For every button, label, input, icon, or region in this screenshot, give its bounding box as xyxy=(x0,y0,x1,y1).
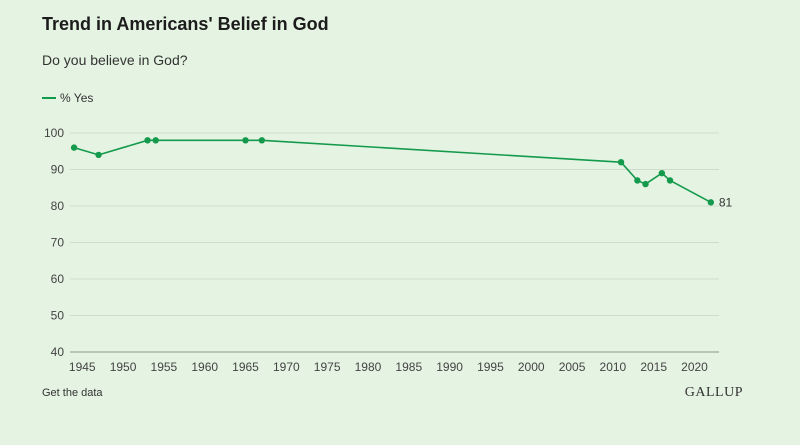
x-tick-label: 1945 xyxy=(69,360,96,374)
x-tick-label: 2020 xyxy=(681,360,708,374)
data-point xyxy=(634,177,641,184)
x-tick-label: 1995 xyxy=(477,360,504,374)
x-tick-label: 1970 xyxy=(273,360,300,374)
get-the-data-link[interactable]: Get the data xyxy=(42,387,103,399)
data-point xyxy=(642,180,649,188)
y-tick-label: 80 xyxy=(51,199,65,213)
x-tick-label: 2005 xyxy=(559,360,586,374)
legend-label: % Yes xyxy=(60,91,94,105)
data-point xyxy=(70,144,78,151)
y-tick-label: 40 xyxy=(51,345,65,359)
chart-subtitle: Do you believe in God? xyxy=(42,52,188,68)
data-point xyxy=(707,199,715,206)
end-data-label: 81 xyxy=(719,195,733,209)
y-tick-label: 50 xyxy=(51,309,65,323)
data-point xyxy=(666,177,674,184)
chart-title: Trend in Americans' Belief in God xyxy=(42,14,329,34)
data-point xyxy=(658,169,666,177)
data-point xyxy=(258,137,266,144)
data-point xyxy=(152,137,159,144)
gallup-logo: GALLUP xyxy=(684,385,743,400)
data-point xyxy=(242,137,249,144)
x-tick-label: 1950 xyxy=(110,360,137,374)
x-tick-label: 2015 xyxy=(640,360,667,374)
y-tick-label: 70 xyxy=(51,236,65,250)
x-tick-label: 2000 xyxy=(518,360,545,374)
x-tick-label: 1960 xyxy=(191,360,218,374)
x-tick-label: 1990 xyxy=(436,360,463,374)
data-point xyxy=(617,159,625,166)
legend: % Yes xyxy=(42,91,93,105)
legend-swatch xyxy=(42,97,56,99)
y-tick-label: 60 xyxy=(51,272,65,286)
x-tick-label: 1965 xyxy=(232,360,259,374)
y-tick-label: 100 xyxy=(44,126,64,140)
x-tick-label: 2010 xyxy=(600,360,627,374)
y-tick-label: 90 xyxy=(51,163,65,177)
x-tick-label: 1985 xyxy=(395,360,422,374)
data-point xyxy=(144,137,151,144)
x-tick-label: 1980 xyxy=(355,360,382,374)
series-line xyxy=(73,139,712,204)
x-tick-label: 1975 xyxy=(314,360,341,374)
data-point xyxy=(95,151,102,159)
x-tick-label: 1955 xyxy=(151,360,178,374)
